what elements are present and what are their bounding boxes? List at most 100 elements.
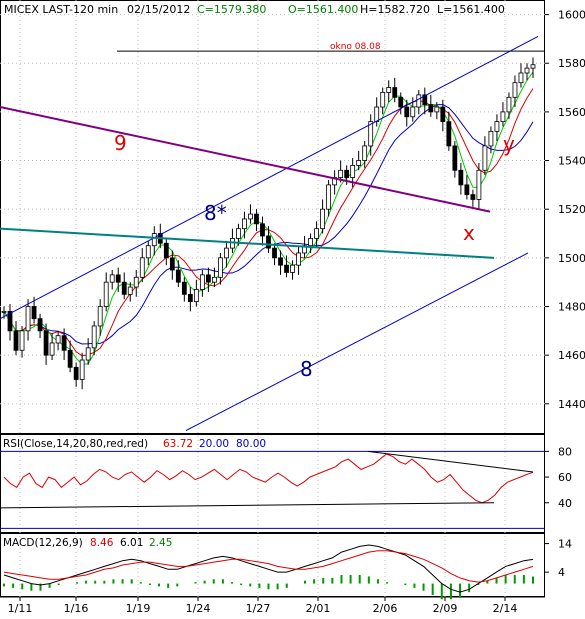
price-layer [0,36,545,432]
macd-hist-value: 2.45 [149,537,172,549]
candle-body [211,276,217,283]
macd-tick-label: 4 [558,566,565,579]
header-open: O=1561.400 [288,3,358,16]
price-panel [0,0,545,434]
candle-body [103,281,109,307]
candle-body [284,264,289,273]
ma-blue-line [3,104,534,345]
candle-body [386,87,392,93]
candle-body [500,111,506,123]
candle-body [13,330,19,351]
candle-body [458,169,464,186]
candle-body [1,310,7,313]
candle-body [254,213,259,225]
rsi-last-value: 63.72 [163,438,193,450]
candle-body [199,274,205,290]
channel-lower-line [185,252,529,432]
x-tick-label: 2/01 [306,602,331,615]
candle-body [488,130,494,147]
candle-body [205,274,211,283]
header-symbol: MICEX LAST-120 min [4,3,118,16]
candle-body [440,106,446,123]
candle-body [181,281,187,295]
teal-line [0,227,495,259]
price-tick-label: 1580 [558,57,585,70]
candle-body [470,194,476,200]
candle-body [25,306,31,332]
candle-body [266,235,271,249]
rsi-level-low: 20.00 [199,438,229,450]
candle-body [398,96,404,108]
candle-body [452,145,458,171]
rsi-tick-label: 40 [558,497,572,510]
price-tick-label: 1500 [558,252,585,265]
candle-body [350,165,356,178]
rsi-tick-label: 80 [558,445,572,458]
candle-body [512,82,518,98]
wave-8-label: 8 [300,357,313,381]
candle-body [121,281,127,295]
candle-body [410,106,416,118]
wave-x-label: x [463,221,475,245]
macd-signal-value: 6.01 [120,537,143,549]
x-tick-label: 2/09 [433,602,458,615]
candle-body [320,208,326,230]
x-tick-label: 1/24 [186,602,211,615]
rsi-tick-label: 60 [558,471,572,484]
candle-body [326,184,332,210]
candle-body [127,286,133,295]
price-tick-label: 1540 [558,155,585,168]
price-tick-label: 1440 [558,398,585,411]
candle-body [85,347,91,361]
candle-body [404,106,410,118]
candle-body [446,121,452,147]
candle-body [91,325,97,349]
candle-body [422,94,428,106]
candle-body [464,184,470,196]
wave-y-label: y [503,132,515,156]
price-tick-label: 1520 [558,203,585,216]
price-tick-label: 1480 [558,301,585,314]
candle-body [248,213,253,220]
candle-body [434,106,440,113]
candle-body [133,276,139,288]
macd-layer [3,544,534,600]
candle-body [356,160,362,166]
x-tick-label: 1/11 [8,602,33,615]
x-tick-label: 1/16 [64,602,89,615]
channel-upper-line [0,36,539,320]
rsi-title: RSI(Close,14,20,80,red,red) [3,438,148,450]
candle-body [79,359,85,380]
header-high: H=1582.720 [360,3,430,16]
candle-body [476,169,482,200]
okno-label: okno 08.08 [330,42,381,52]
candle-body [260,223,265,237]
candle-body [506,96,512,113]
candle-body [49,342,55,356]
candle-body [314,228,319,239]
wave-8star-label: 8* [204,201,227,225]
rsi-layer [0,450,545,529]
candle-body [139,257,145,278]
price-tick-label: 1560 [558,106,585,119]
price-tick-label: 1600 [558,9,585,22]
candle-body [338,169,344,178]
signal-line [3,550,534,583]
candle-body [518,72,524,84]
wave-9-label: 9 [114,131,127,155]
candle-body [272,247,277,259]
candle-body [236,228,241,239]
price-tick-label: 1460 [558,349,585,362]
macd-line [3,544,534,593]
candle-body [524,67,530,74]
candle-body [416,94,422,108]
rsi-level-high: 80.00 [236,438,266,450]
candle-body [145,245,151,259]
candle-body [482,145,488,171]
candle-body [73,366,79,380]
x-tick-label: 2/14 [493,602,518,615]
candle-body [55,335,61,344]
macd-tick-label: 14 [558,538,572,551]
header-close: C=1579.380 [197,3,266,16]
candle-body [37,318,43,332]
